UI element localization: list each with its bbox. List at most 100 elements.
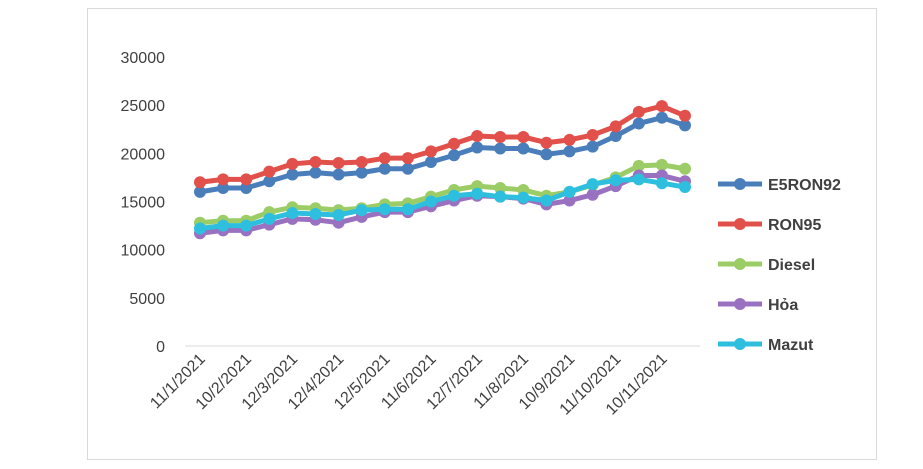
legend-label: Mazut bbox=[768, 337, 814, 354]
series-1 bbox=[194, 100, 691, 189]
data-point bbox=[424, 195, 437, 208]
legend-marker bbox=[734, 218, 746, 230]
data-point bbox=[609, 174, 622, 187]
data-point bbox=[263, 165, 276, 178]
data-point bbox=[517, 142, 530, 155]
data-point bbox=[286, 207, 299, 220]
data-point bbox=[217, 173, 230, 186]
series-line bbox=[197, 176, 688, 231]
data-point bbox=[632, 159, 645, 172]
data-point bbox=[309, 156, 322, 169]
data-point bbox=[401, 162, 414, 175]
data-point bbox=[563, 185, 576, 198]
data-point bbox=[471, 141, 484, 154]
legend-marker bbox=[734, 258, 746, 270]
data-point bbox=[609, 129, 622, 142]
data-point bbox=[494, 130, 507, 143]
legend-item-1: RON95 bbox=[718, 217, 821, 234]
series-0 bbox=[194, 111, 691, 198]
data-point bbox=[679, 109, 691, 122]
data-point bbox=[401, 152, 414, 165]
data-point bbox=[194, 222, 206, 235]
data-point bbox=[563, 145, 576, 158]
data-point bbox=[309, 208, 322, 221]
data-point bbox=[632, 117, 645, 130]
data-point bbox=[355, 156, 368, 169]
data-point bbox=[240, 219, 253, 232]
series-4 bbox=[194, 173, 691, 235]
legend-label: Hỏa bbox=[768, 297, 798, 314]
data-point bbox=[424, 156, 437, 169]
data-point bbox=[655, 100, 668, 113]
legend-marker bbox=[734, 178, 746, 190]
data-point bbox=[332, 168, 345, 181]
data-point bbox=[378, 203, 391, 216]
data-point bbox=[517, 130, 530, 143]
data-point bbox=[448, 149, 461, 162]
legend-label: Diesel bbox=[768, 257, 815, 274]
data-point bbox=[679, 119, 691, 132]
data-point bbox=[217, 182, 230, 195]
data-point bbox=[240, 173, 253, 186]
series-line bbox=[197, 172, 688, 236]
data-point bbox=[332, 156, 345, 169]
data-point bbox=[332, 208, 345, 221]
data-point bbox=[194, 185, 206, 198]
data-point bbox=[494, 190, 507, 203]
data-point bbox=[471, 187, 484, 200]
legend-item-4: Mazut bbox=[718, 337, 814, 354]
data-point bbox=[494, 182, 507, 195]
data-point bbox=[217, 219, 230, 232]
data-point bbox=[448, 137, 461, 150]
legend-marker bbox=[734, 298, 746, 310]
data-point bbox=[309, 166, 322, 179]
legend-item-0: E5RON92 bbox=[718, 177, 841, 194]
legend-label: RON95 bbox=[768, 217, 821, 234]
series-line bbox=[197, 115, 688, 195]
data-point bbox=[355, 166, 368, 179]
y-tick-label: 5000 bbox=[129, 291, 165, 308]
legend-label: E5RON92 bbox=[768, 177, 841, 194]
data-point bbox=[586, 188, 599, 201]
y-tick-label: 20000 bbox=[121, 146, 166, 163]
data-point bbox=[263, 175, 276, 188]
legend-marker bbox=[734, 338, 746, 350]
data-point bbox=[286, 168, 299, 181]
data-point bbox=[517, 191, 530, 204]
series-layer bbox=[194, 100, 691, 240]
data-point bbox=[401, 203, 414, 216]
legend-item-2: Diesel bbox=[718, 257, 815, 274]
series-line bbox=[197, 103, 688, 185]
data-point bbox=[655, 111, 668, 124]
y-tick-label: 15000 bbox=[121, 195, 166, 212]
data-point bbox=[263, 212, 276, 225]
data-point bbox=[540, 194, 553, 207]
y-tick-label: 25000 bbox=[121, 98, 166, 115]
y-tick-label: 0 bbox=[156, 339, 165, 356]
data-point bbox=[632, 173, 645, 186]
data-point bbox=[586, 178, 599, 191]
data-point bbox=[586, 140, 599, 153]
data-point bbox=[679, 162, 691, 175]
data-point bbox=[655, 177, 668, 190]
data-point bbox=[655, 158, 668, 171]
legend-item-3: Hỏa bbox=[718, 297, 798, 314]
data-point bbox=[494, 142, 507, 155]
legend: E5RON92 RON95 Diesel Hỏa Mazut bbox=[718, 177, 841, 354]
data-point bbox=[471, 129, 484, 142]
data-point bbox=[448, 189, 461, 202]
data-point bbox=[378, 162, 391, 175]
data-point bbox=[609, 120, 622, 133]
data-point bbox=[540, 148, 553, 161]
data-point bbox=[563, 194, 576, 207]
data-point bbox=[355, 204, 368, 217]
data-point bbox=[424, 145, 437, 158]
data-point bbox=[586, 129, 599, 142]
data-point bbox=[540, 136, 553, 149]
data-point bbox=[378, 152, 391, 165]
data-point bbox=[286, 157, 299, 170]
data-point bbox=[563, 133, 576, 146]
y-tick-label: 10000 bbox=[121, 243, 166, 260]
y-tick-label: 30000 bbox=[121, 50, 166, 67]
